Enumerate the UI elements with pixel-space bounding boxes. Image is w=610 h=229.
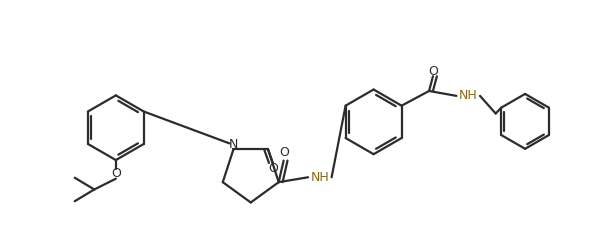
Text: O: O <box>428 65 438 78</box>
Text: NH: NH <box>459 89 478 102</box>
Text: NH: NH <box>310 171 329 184</box>
Text: O: O <box>279 146 290 159</box>
Text: N: N <box>229 138 238 151</box>
Text: O: O <box>111 167 121 180</box>
Text: O: O <box>268 162 278 175</box>
